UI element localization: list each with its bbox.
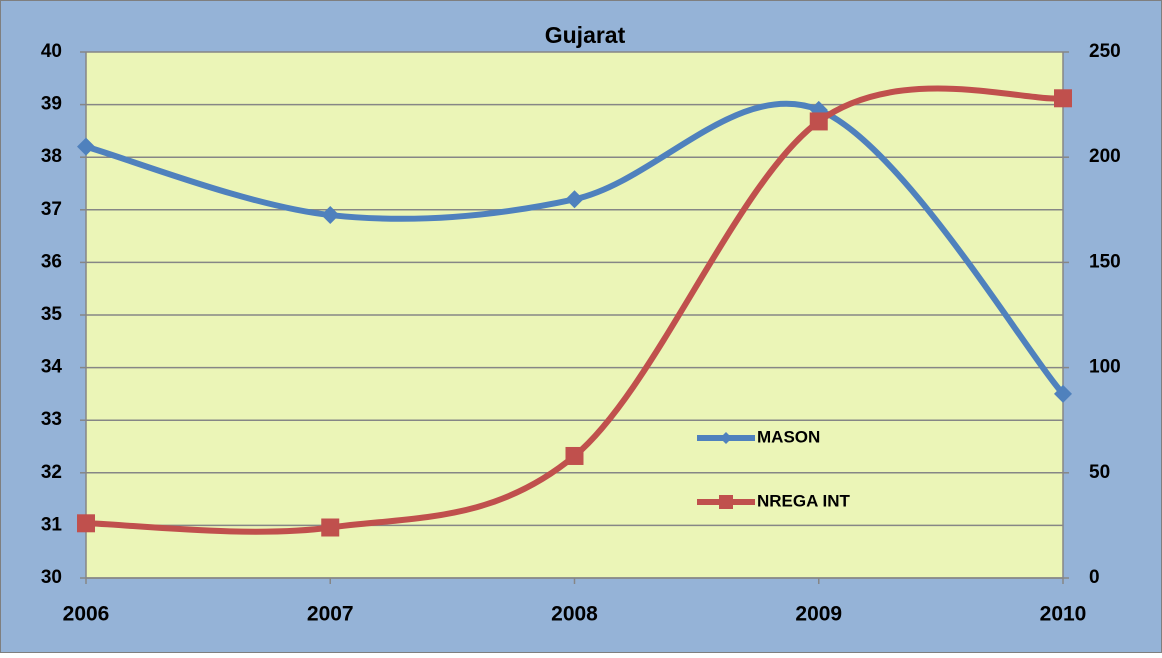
point-marker bbox=[77, 137, 95, 156]
legend-label: NREGA INT bbox=[757, 491, 850, 510]
point-marker bbox=[565, 190, 584, 209]
x-tick-label: 2006 bbox=[63, 603, 110, 626]
y-tick-label: 34 bbox=[41, 357, 63, 378]
x-tick-label: 2007 bbox=[307, 603, 354, 626]
y2-tick-label: 0 bbox=[1089, 567, 1100, 588]
y-tick-label: 37 bbox=[41, 199, 62, 220]
y2-tick-label: 150 bbox=[1089, 251, 1121, 272]
y-tick-label: 33 bbox=[41, 409, 62, 430]
series-line bbox=[85, 100, 1066, 396]
x-tick-label: 2008 bbox=[551, 603, 598, 626]
y-tick-label: 35 bbox=[41, 304, 63, 325]
y-tick-label: 31 bbox=[41, 514, 63, 535]
y2-tick-label: 50 bbox=[1089, 462, 1110, 483]
point-marker bbox=[77, 514, 95, 533]
y-tick-label: 38 bbox=[41, 146, 62, 167]
point-marker bbox=[1054, 384, 1072, 403]
point-marker bbox=[321, 518, 340, 537]
point-marker bbox=[809, 112, 828, 131]
y2-tick-label: 250 bbox=[1089, 41, 1121, 62]
point-marker bbox=[565, 446, 584, 465]
point-marker bbox=[321, 206, 340, 225]
legend-label: MASON bbox=[757, 427, 820, 446]
y-tick-label: 30 bbox=[41, 567, 62, 588]
y-tick-label: 40 bbox=[41, 41, 62, 62]
y-tick-label: 32 bbox=[41, 462, 62, 483]
point-marker bbox=[1054, 89, 1072, 108]
y-tick-label: 36 bbox=[41, 251, 62, 272]
y2-tick-label: 100 bbox=[1089, 357, 1121, 378]
legend-marker bbox=[719, 495, 733, 509]
series-line bbox=[85, 85, 1064, 535]
y2-tick-label: 200 bbox=[1089, 146, 1121, 167]
chart-title: Gujarat bbox=[545, 22, 626, 48]
y-tick-label: 39 bbox=[41, 94, 62, 115]
x-tick-label: 2009 bbox=[795, 603, 842, 626]
legend-marker bbox=[720, 432, 732, 444]
x-tick-label: 2010 bbox=[1040, 603, 1087, 626]
